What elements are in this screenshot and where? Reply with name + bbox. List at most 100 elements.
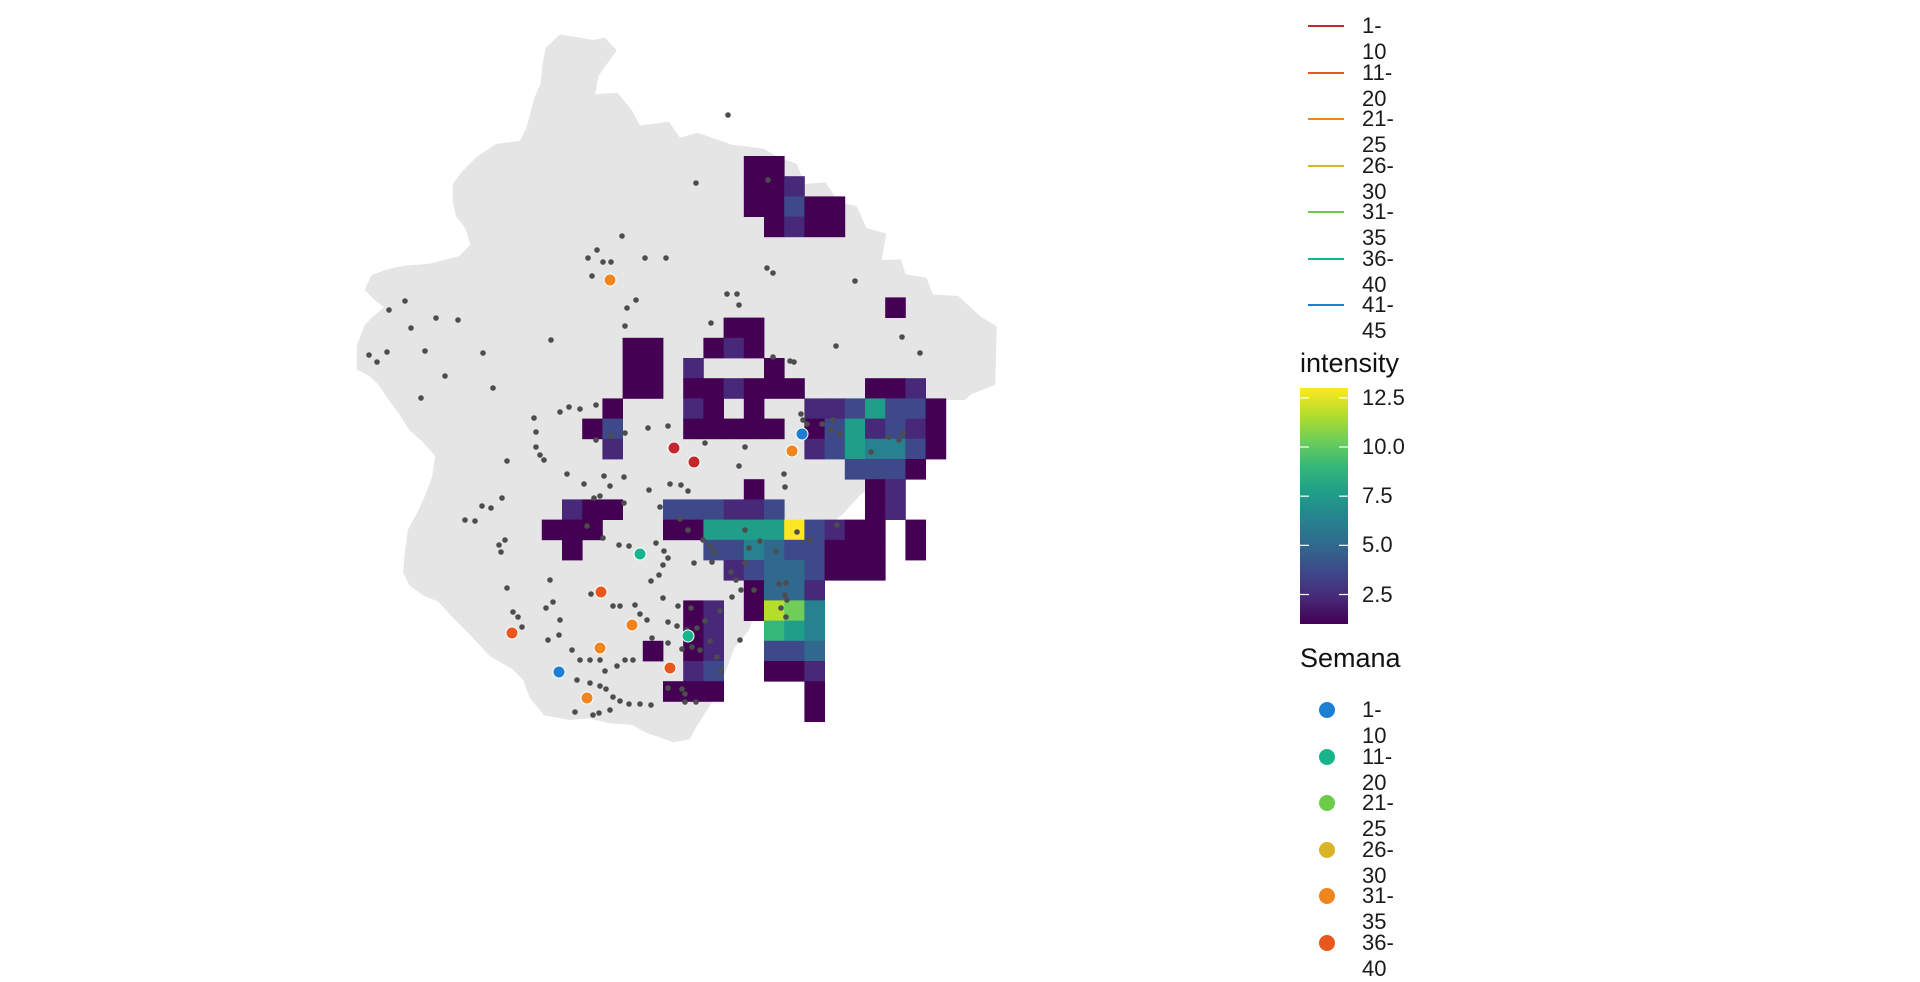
intensity-cell (723, 519, 745, 541)
sighting-dot (819, 421, 825, 427)
intensity-cell (865, 560, 886, 581)
sighting-dot (737, 637, 743, 643)
intensity-cell (865, 459, 886, 480)
sighting-dot (784, 597, 790, 603)
intensity-cell (925, 438, 947, 460)
sighting-dot (702, 618, 708, 624)
intensity-cell (582, 418, 603, 440)
intensity-cell (602, 438, 623, 460)
sighting-dot (794, 529, 800, 535)
intensity-cell (784, 560, 805, 581)
semana-swatch (1319, 841, 1335, 858)
sighting-dot (418, 395, 424, 401)
semana-legend-label: 26-30 (1362, 836, 1394, 888)
sighting-dot (663, 255, 669, 261)
intensity-cell (683, 418, 704, 440)
sighting-dot (714, 654, 720, 660)
sighting-dot (661, 548, 667, 554)
intensity-cell (642, 337, 664, 359)
intensity-cell (824, 539, 846, 561)
sighting-dot (617, 698, 623, 704)
intensity-cell (663, 499, 684, 520)
sighting-dot (660, 562, 666, 568)
sighting-dot (646, 487, 652, 493)
sighting-dot (602, 668, 608, 674)
intensity-cell (642, 378, 664, 399)
intensity-cell (743, 560, 765, 581)
sighting-dot (675, 603, 681, 609)
sighting-dot (852, 278, 858, 284)
intensity-cell (784, 580, 805, 601)
sighting-dot (637, 701, 643, 707)
sighting-dot (764, 265, 770, 271)
intensity-cell (683, 519, 704, 541)
sighting-dot (746, 545, 752, 551)
intensity-cell (743, 378, 765, 399)
sighting-dot (734, 291, 740, 297)
sighting-dot (621, 500, 627, 506)
intensity-cell (743, 156, 765, 177)
sighting-dot (679, 686, 685, 692)
sighting-dot (694, 625, 700, 631)
case-point (594, 585, 608, 599)
sightings-layer (366, 112, 923, 718)
intensity-cell (844, 438, 866, 460)
sighting-dot (462, 517, 468, 523)
sighting-dot (594, 247, 600, 253)
intensity-cell (703, 337, 724, 359)
sighting-dot (678, 482, 684, 488)
sighting-dot (597, 493, 603, 499)
intensity-cell (541, 519, 563, 541)
sighting-dot (633, 297, 639, 303)
sighting-dot (366, 352, 372, 358)
intensity-cell (784, 196, 805, 217)
line-swatch (1308, 257, 1344, 260)
sighting-dot (665, 555, 671, 561)
intensity-cell (723, 378, 745, 399)
intensity-cell (723, 560, 745, 581)
intensity-cell (683, 661, 704, 682)
intensity-cell (683, 499, 704, 520)
intensity-cell (844, 418, 866, 440)
sighting-dot (917, 350, 923, 356)
intensity-cell (562, 539, 583, 561)
sighting-dot (433, 315, 439, 321)
cases-layer (505, 273, 809, 705)
sighting-dot (830, 417, 836, 423)
sighting-dot (765, 177, 771, 183)
sighting-dot (656, 572, 662, 578)
intensity-cell (905, 378, 926, 399)
sighting-dot (587, 680, 593, 686)
sighting-dot (700, 537, 706, 543)
semana-legend-label: 21-25 (1362, 790, 1394, 841)
sighting-dot (781, 471, 787, 477)
sighting-dot (547, 577, 553, 583)
intensity-cell (804, 640, 825, 662)
sighting-dot (593, 437, 599, 443)
intensity-cell (743, 519, 765, 541)
sighting-dot (711, 549, 717, 555)
sighting-dot (725, 112, 731, 118)
intensity-cell (764, 560, 785, 581)
sighting-dot (665, 619, 671, 625)
sighting-dot (537, 452, 543, 458)
sighting-dot (708, 320, 714, 326)
line-swatch (1308, 118, 1344, 120)
sighting-dot (707, 638, 713, 644)
sighting-dot (384, 349, 390, 355)
intensity-cell (804, 398, 825, 419)
sighting-dot (557, 409, 563, 415)
sighting-dot (736, 302, 742, 308)
sighting-dot (510, 609, 516, 615)
sighting-dot (600, 259, 606, 265)
intensity-cell (723, 418, 745, 440)
intensity-cell (784, 519, 805, 541)
sighting-dot (386, 307, 392, 313)
intensity-cell (885, 398, 906, 419)
semana-legend-label: 36-40 (1362, 929, 1394, 981)
intensity-cell (804, 701, 825, 722)
intensity-cell (905, 418, 926, 440)
intensity-cell (865, 539, 886, 561)
sighting-dot (773, 548, 779, 554)
intensity-cell (764, 519, 785, 541)
